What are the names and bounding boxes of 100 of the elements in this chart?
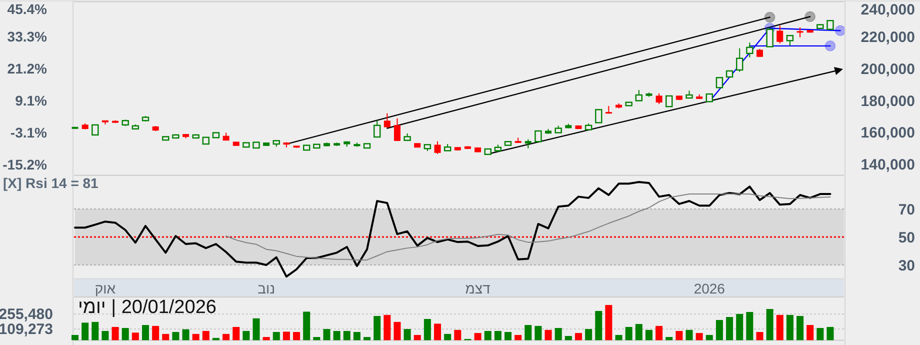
- bar: [374, 316, 381, 340]
- bar: [343, 330, 350, 340]
- bar: [696, 333, 703, 340]
- bar: [333, 330, 340, 340]
- bar: [112, 326, 119, 340]
- bar: [544, 330, 552, 340]
- bar: [796, 316, 804, 340]
- bar: [746, 312, 754, 340]
- bar: [484, 330, 492, 340]
- candlestick: [434, 140, 441, 155]
- bar: [716, 320, 723, 340]
- bar: [313, 337, 320, 340]
- bar: [384, 314, 391, 340]
- bar: [524, 325, 532, 340]
- bar: [222, 334, 230, 340]
- y-tick-label: 30: [898, 257, 915, 274]
- bar: [826, 326, 834, 340]
- bar: [645, 330, 652, 340]
- bar: [282, 332, 290, 340]
- bar: [353, 332, 360, 340]
- bar: [293, 332, 300, 340]
- bar: [534, 326, 542, 340]
- bar: [414, 334, 421, 340]
- y-tick-label: 220,000: [860, 29, 915, 46]
- bar: [72, 334, 78, 340]
- candlestick: [716, 77, 724, 88]
- y2-tick-label: 45.4%: [7, 0, 48, 17]
- candlestick: [776, 25, 784, 44]
- bar: [252, 318, 260, 340]
- bar: [686, 330, 693, 340]
- y-tick-label: 240,000: [860, 1, 915, 18]
- bar: [776, 314, 784, 340]
- candlestick: [766, 27, 774, 48]
- bar: [504, 332, 512, 340]
- bar: [595, 310, 602, 340]
- y2-tick-label: -15.2%: [2, 156, 48, 172]
- bar: [635, 324, 642, 340]
- bar: [585, 329, 592, 340]
- bar: [706, 334, 713, 340]
- bar: [192, 334, 200, 340]
- bar: [404, 329, 411, 340]
- candlestick: [796, 26, 804, 38]
- bar: [514, 334, 522, 340]
- y-tick-label: 200,000: [860, 60, 915, 78]
- point: [764, 12, 776, 23]
- candlestick: [394, 118, 400, 142]
- bar: [202, 330, 210, 340]
- candlestick: [826, 20, 834, 30]
- bar: [786, 314, 794, 340]
- bar: [242, 330, 250, 340]
- y-tick-label: 70: [898, 201, 915, 218]
- bar: [806, 325, 814, 340]
- y2-tick-label: 9.1%: [15, 92, 48, 108]
- bar: [122, 328, 129, 340]
- bar: [736, 314, 744, 340]
- bar: [676, 330, 683, 340]
- bar: [554, 328, 562, 340]
- bar: [102, 330, 109, 340]
- bar: [816, 328, 824, 340]
- bar: [615, 334, 622, 340]
- candlestick: [534, 130, 542, 142]
- bar: [364, 337, 371, 340]
- candlestick: [524, 138, 532, 149]
- bar: [323, 329, 330, 340]
- bar: [494, 330, 502, 340]
- candlestick: [736, 48, 744, 72]
- bar: [424, 318, 431, 340]
- point: [824, 40, 836, 52]
- bar: [454, 330, 462, 340]
- bar: [142, 325, 149, 340]
- bar: [444, 334, 452, 340]
- bar: [272, 332, 280, 340]
- bar: [152, 326, 160, 340]
- candlestick: [635, 90, 643, 102]
- x-tick-label: נוב: [258, 280, 276, 296]
- y-tick-label: 140,000: [860, 156, 915, 174]
- candlestick: [746, 42, 754, 58]
- candlestick: [595, 108, 602, 124]
- candlestick: [373, 120, 381, 138]
- bar: [605, 305, 612, 340]
- bar: [394, 322, 401, 340]
- candlestick: [666, 95, 673, 108]
- candlestick: [92, 124, 99, 136]
- bar: [182, 329, 190, 340]
- x-tick-label: אוק: [94, 280, 116, 296]
- bar: [162, 334, 170, 340]
- y-tick-label: 109,273: [0, 321, 53, 338]
- point: [834, 25, 846, 36]
- candlestick: [384, 112, 390, 128]
- y2-tick-label: -3.1%: [10, 124, 48, 140]
- bar: [574, 333, 582, 340]
- bar: [756, 332, 764, 340]
- y2-tick-label: 21.2%: [7, 60, 48, 77]
- bar: [625, 326, 632, 340]
- bar: [434, 324, 442, 340]
- candlestick: [656, 92, 662, 105]
- bar: [262, 337, 270, 340]
- x-tick-label: דצמ: [465, 280, 491, 296]
- y-tick-label: 180,000: [860, 92, 915, 110]
- bar: [132, 332, 139, 340]
